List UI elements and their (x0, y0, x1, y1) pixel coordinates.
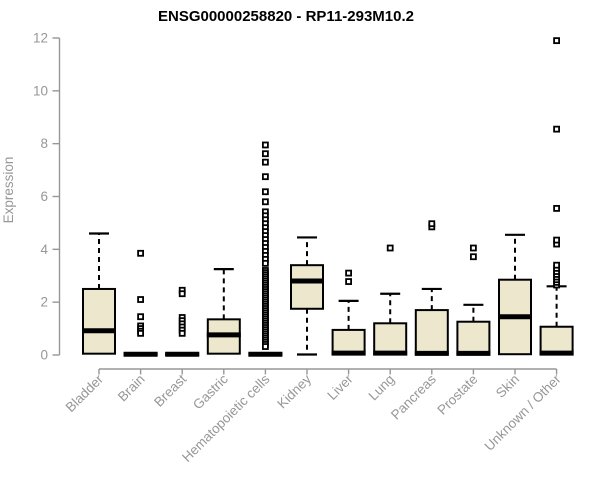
outlier-unknown-other-11 (553, 125, 560, 133)
outlier-hematopoietic-cells-56 (261, 343, 269, 350)
y-tick-label-2: 2 (40, 295, 48, 310)
x-category-label-brain: Brain (115, 372, 148, 405)
x-category-label-liver: Liver (324, 371, 356, 403)
outlier-brain-2 (137, 313, 145, 321)
box-prostate (456, 320, 491, 356)
outlier-liver-0 (345, 278, 353, 285)
outlier-brain-0 (137, 249, 145, 257)
outlier-liver-1 (345, 269, 353, 277)
outlier-hematopoietic-cells-2 (261, 158, 269, 166)
x-category-label-breast: Breast (151, 371, 189, 409)
outlier-hematopoietic-cells-1 (261, 150, 269, 158)
x-category-label-kidney: Kidney (274, 371, 314, 411)
outlier-prostate-0 (469, 253, 477, 261)
x-category-label-gastric: Gastric (190, 371, 231, 412)
outlier-lung-0 (386, 244, 394, 252)
outlier-breast-7 (178, 329, 186, 337)
box-lung (373, 322, 408, 356)
box-unknown-other (539, 325, 574, 356)
x-category-label-unknown-other: Unknown / Other (481, 371, 564, 454)
x-category-label-pancreas: Pancreas (388, 371, 439, 422)
outlier-hematopoietic-cells-0 (261, 141, 269, 149)
x-category-label-prostate: Prostate (434, 372, 480, 418)
outlier-hematopoietic-cells-3 (261, 173, 269, 181)
outlier-unknown-other-9 (553, 236, 560, 244)
y-tick-label-0: 0 (40, 348, 48, 363)
y-axis-label: Expression (1, 157, 16, 224)
y-tick-label-4: 4 (40, 242, 48, 257)
chart-title: ENSG00000258820 - RP11-293M10.2 (158, 8, 414, 25)
outlier-pancreas-1 (428, 220, 436, 228)
outlier-breast-1 (178, 290, 186, 298)
outlier-unknown-other-7 (553, 261, 560, 269)
outlier-hematopoietic-cells-4 (261, 188, 269, 196)
outlier-prostate-1 (469, 244, 477, 252)
box-kidney (290, 264, 324, 310)
x-category-label-lung: Lung (365, 372, 397, 404)
box-bladder (82, 287, 116, 355)
y-tick-label-8: 8 (40, 136, 48, 151)
x-category-label-bladder: Bladder (63, 371, 107, 415)
y-tick-label-6: 6 (40, 189, 48, 204)
outlier-unknown-other-12 (553, 37, 560, 45)
x-category-label-skin: Skin (493, 372, 522, 401)
y-tick-label-10: 10 (33, 83, 48, 98)
outlier-unknown-other-10 (553, 204, 560, 212)
outlier-hematopoietic-cells-19 (261, 259, 269, 267)
outlier-brain-6 (137, 329, 145, 337)
box-pancreas (414, 309, 449, 356)
outlier-hematopoietic-cells-5 (261, 198, 269, 206)
outlier-brain-1 (137, 296, 145, 303)
y-tick-label-12: 12 (33, 30, 48, 45)
